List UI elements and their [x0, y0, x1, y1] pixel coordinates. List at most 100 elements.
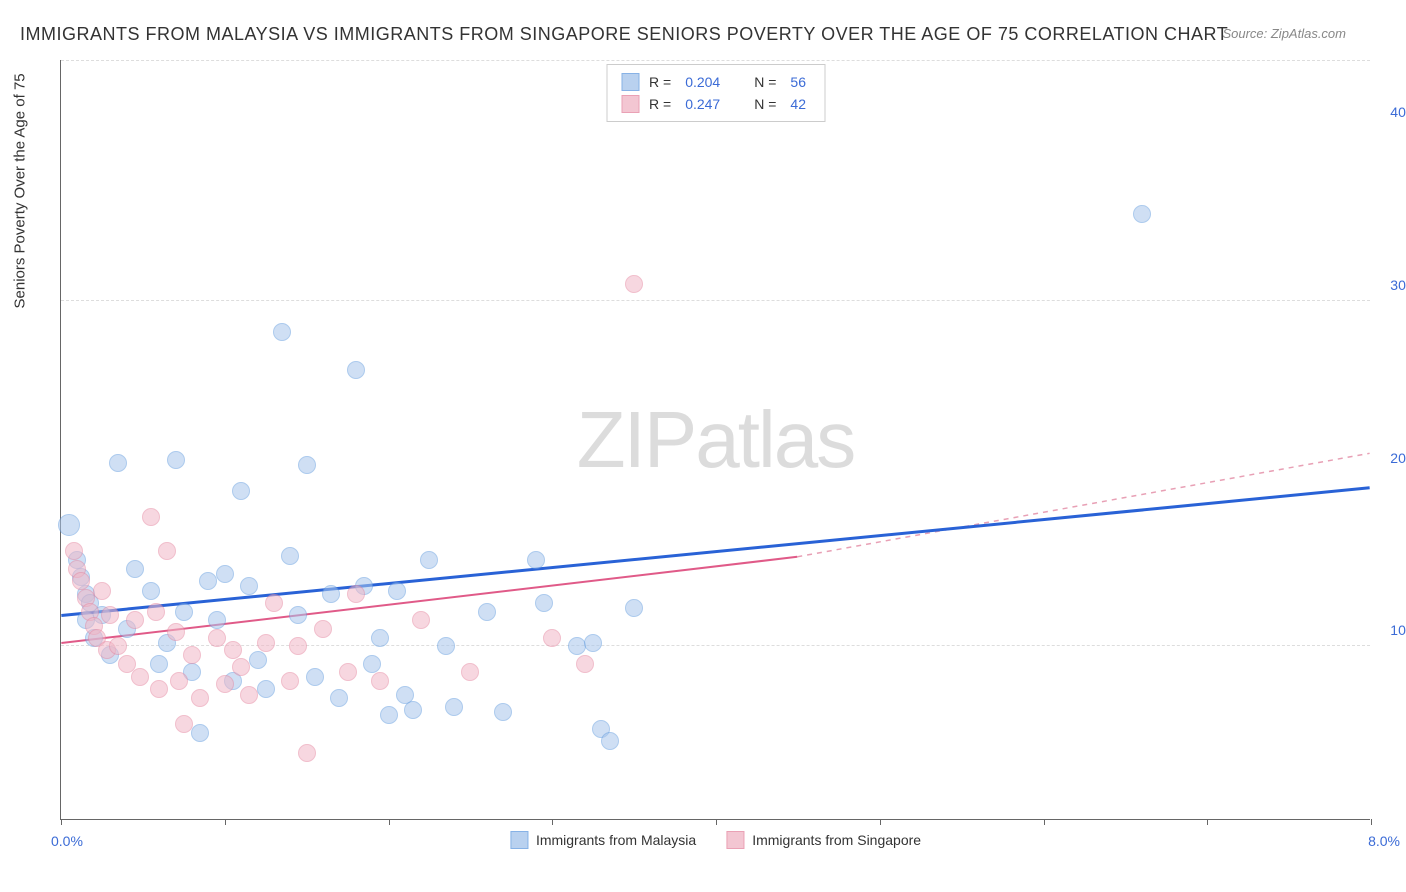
- x-axis-min-label: 0.0%: [51, 833, 83, 849]
- scatter-point: [175, 715, 193, 733]
- legend-item-singapore: Immigrants from Singapore: [726, 831, 921, 849]
- scatter-point: [273, 323, 291, 341]
- scatter-point: [191, 689, 209, 707]
- scatter-point: [404, 701, 422, 719]
- correlation-legend: R = 0.204 N = 56R = 0.247 N = 42: [606, 64, 825, 122]
- scatter-point: [527, 551, 545, 569]
- legend-r-value: 0.247: [685, 96, 720, 112]
- scatter-point: [330, 689, 348, 707]
- gridline-horizontal: [61, 60, 1370, 61]
- correlation-legend-row: R =0.247N =42: [621, 93, 810, 115]
- scatter-point: [58, 514, 80, 536]
- legend-n-value: 56: [790, 74, 806, 90]
- scatter-point: [314, 620, 332, 638]
- scatter-point: [126, 611, 144, 629]
- x-tick: [880, 819, 881, 825]
- scatter-point: [535, 594, 553, 612]
- scatter-point: [568, 637, 586, 655]
- scatter-point: [380, 706, 398, 724]
- legend-label-malaysia: Immigrants from Malaysia: [536, 832, 696, 848]
- legend-n-value: 42: [790, 96, 806, 112]
- scatter-point: [445, 698, 463, 716]
- scatter-point: [257, 634, 275, 652]
- x-tick: [716, 819, 717, 825]
- chart-title: IMMIGRANTS FROM MALAYSIA VS IMMIGRANTS F…: [20, 24, 1228, 45]
- x-tick: [1044, 819, 1045, 825]
- scatter-point: [289, 606, 307, 624]
- scatter-point: [126, 560, 144, 578]
- scatter-point: [93, 582, 111, 600]
- y-axis-title: Seniors Poverty Over the Age of 75: [12, 73, 29, 308]
- scatter-point: [158, 542, 176, 560]
- watermark-thin: atlas: [695, 395, 854, 484]
- scatter-point: [281, 672, 299, 690]
- scatter-point: [347, 585, 365, 603]
- gridline-horizontal: [61, 300, 1370, 301]
- scatter-point: [625, 599, 643, 617]
- scatter-point: [371, 629, 389, 647]
- scatter-point: [543, 629, 561, 647]
- scatter-point: [339, 663, 357, 681]
- watermark-bold: ZIP: [577, 395, 695, 484]
- scatter-point: [72, 572, 90, 590]
- scatter-point: [170, 672, 188, 690]
- scatter-point: [208, 611, 226, 629]
- scatter-point: [584, 634, 602, 652]
- scatter-point: [289, 637, 307, 655]
- scatter-point: [232, 658, 250, 676]
- scatter-point: [461, 663, 479, 681]
- scatter-point: [224, 641, 242, 659]
- scatter-point: [199, 572, 217, 590]
- scatter-point: [131, 668, 149, 686]
- scatter-point: [437, 637, 455, 655]
- swatch-singapore: [726, 831, 744, 849]
- scatter-point: [371, 672, 389, 690]
- scatter-point: [109, 637, 127, 655]
- scatter-point: [216, 675, 234, 693]
- legend-r-label: R =: [649, 74, 671, 90]
- x-axis-max-label: 8.0%: [1368, 833, 1400, 849]
- legend-r-value: 0.204: [685, 74, 720, 90]
- scatter-point: [281, 547, 299, 565]
- legend-label-singapore: Immigrants from Singapore: [752, 832, 921, 848]
- chart-plot-area: ZIPatlas R =0.204N =56R =0.247N =42 0.0%…: [60, 60, 1370, 820]
- scatter-point: [167, 623, 185, 641]
- scatter-point: [240, 686, 258, 704]
- correlation-legend-row: R = 0.204 N = 56: [621, 71, 810, 93]
- scatter-point: [150, 655, 168, 673]
- trend-line: [61, 488, 1369, 616]
- legend-n-label: N =: [754, 96, 776, 112]
- source-attribution: Source: ZipAtlas.com: [1222, 26, 1346, 41]
- scatter-point: [298, 744, 316, 762]
- scatter-point: [147, 603, 165, 621]
- scatter-point: [167, 451, 185, 469]
- scatter-point: [347, 361, 365, 379]
- y-tick-label: 10.0%: [1390, 622, 1406, 638]
- scatter-point: [363, 655, 381, 673]
- y-tick-label: 20.0%: [1390, 450, 1406, 466]
- scatter-point: [216, 565, 234, 583]
- source-name: ZipAtlas.com: [1271, 26, 1346, 41]
- legend-n-label: N =: [754, 74, 776, 90]
- series-legend: Immigrants from Malaysia Immigrants from…: [510, 831, 921, 849]
- source-prefix: Source:: [1222, 26, 1270, 41]
- scatter-point: [298, 456, 316, 474]
- scatter-point: [257, 680, 275, 698]
- scatter-point: [388, 582, 406, 600]
- scatter-point: [142, 582, 160, 600]
- scatter-point: [150, 680, 168, 698]
- scatter-point: [191, 724, 209, 742]
- scatter-point: [109, 454, 127, 472]
- scatter-point: [494, 703, 512, 721]
- scatter-point: [175, 603, 193, 621]
- y-tick-label: 30.0%: [1390, 277, 1406, 293]
- legend-swatch: [621, 73, 639, 91]
- x-tick: [225, 819, 226, 825]
- trend-lines-svg: [61, 60, 1370, 819]
- scatter-point: [65, 542, 83, 560]
- scatter-point: [625, 275, 643, 293]
- scatter-point: [420, 551, 438, 569]
- x-tick: [1207, 819, 1208, 825]
- scatter-point: [576, 655, 594, 673]
- scatter-point: [232, 482, 250, 500]
